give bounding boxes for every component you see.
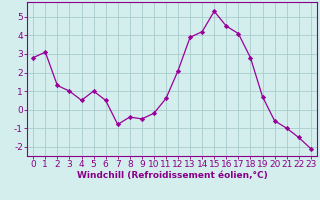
X-axis label: Windchill (Refroidissement éolien,°C): Windchill (Refroidissement éolien,°C) (76, 171, 268, 180)
